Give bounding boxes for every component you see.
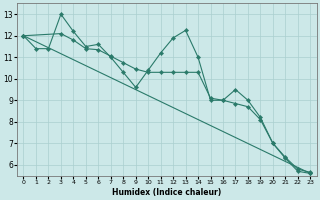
- X-axis label: Humidex (Indice chaleur): Humidex (Indice chaleur): [112, 188, 221, 197]
